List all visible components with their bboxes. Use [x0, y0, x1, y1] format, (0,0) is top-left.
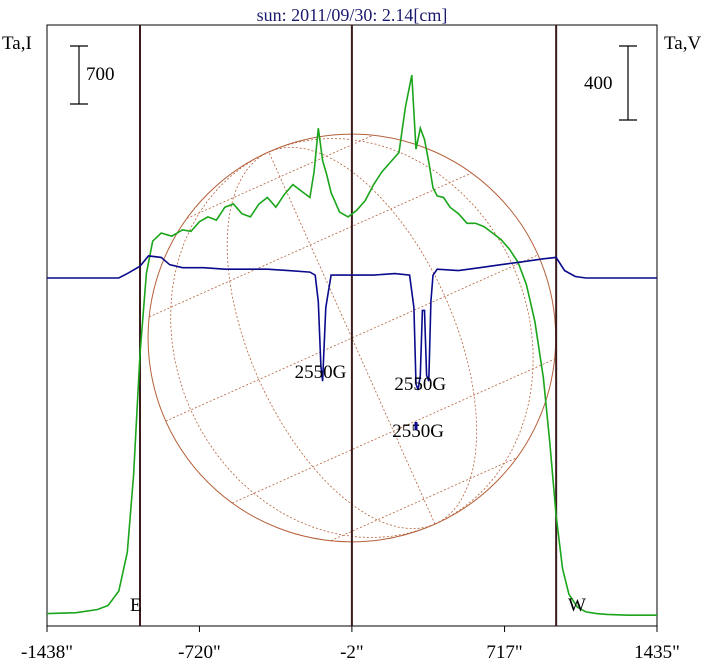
- disk-parallel-5: [186, 134, 374, 219]
- x-tick-label-5: 1435": [634, 642, 680, 662]
- polarization-scale-label: 400: [584, 73, 613, 94]
- disk-meridian-5: [268, 138, 534, 525]
- disk-parallel-4: [149, 172, 472, 318]
- west-limb-label: W: [568, 595, 586, 616]
- series-line-intensity: [46, 74, 657, 616]
- disk-parallel-2: [232, 358, 555, 504]
- disk-parallel-1: [330, 457, 518, 542]
- x-tick-label-2: -720": [178, 642, 221, 662]
- chart-title: sun: 2011/09/30: 2.14[cm]: [257, 5, 448, 25]
- annotation-marker: [414, 422, 418, 430]
- x-tick-label-3: -2": [340, 642, 364, 662]
- x-tick-label-1: -1438": [21, 642, 73, 662]
- disk-meridian-1: [170, 151, 436, 538]
- disk-meridian-4: [268, 147, 478, 525]
- east-limb-label: E: [130, 595, 142, 616]
- intensity-scale-bar: 700: [70, 45, 115, 105]
- annotation-label-3: 2550G: [392, 421, 444, 442]
- left-axis-label: Ta,I: [2, 33, 32, 54]
- field-annotations: 2550G 2550G 2550G: [295, 362, 447, 442]
- vertical-markers: [138, 25, 558, 626]
- annotation-label-2: 2550G: [394, 374, 446, 395]
- x-axis-ticks: -1438" -720" -2" 717" 1435": [21, 626, 680, 662]
- intensity-scale-label: 700: [86, 64, 115, 85]
- right-axis-label: Ta,V: [664, 33, 701, 54]
- disk-meridian-2: [226, 151, 436, 529]
- polarization-scale-bar: 400: [584, 45, 637, 121]
- annotation-label-1: 2550G: [295, 362, 347, 383]
- x-tick-label-4: 717": [486, 642, 522, 662]
- series-line-polarization: [47, 255, 657, 391]
